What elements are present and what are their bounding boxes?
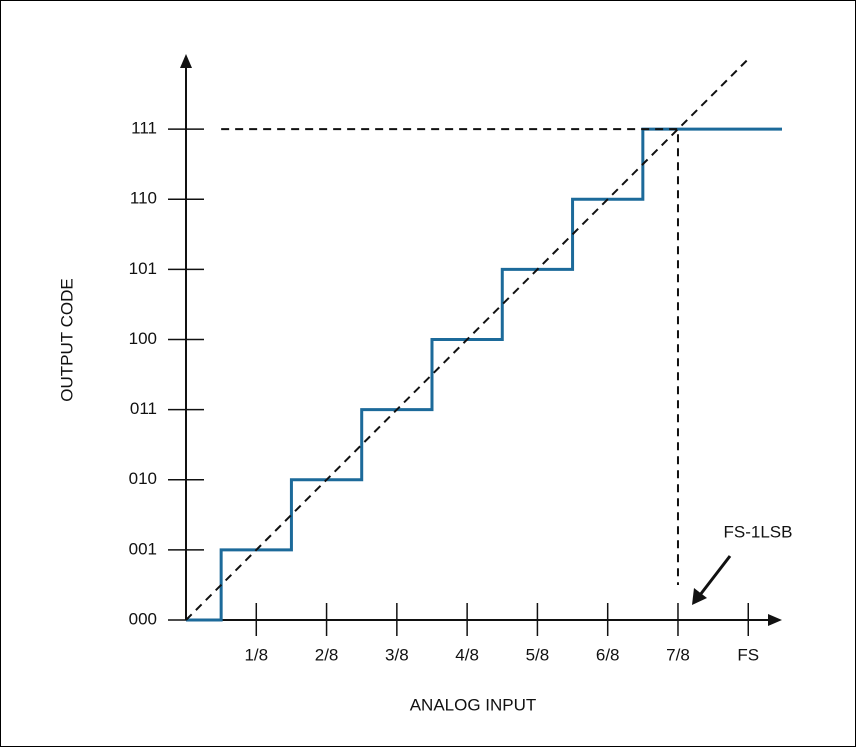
dashed-line xyxy=(185,58,749,621)
y-axis-label: OUTPUT CODE xyxy=(57,278,76,401)
x-tick-label: 4/8 xyxy=(455,645,479,664)
annotation-arrow xyxy=(698,555,732,596)
y-tick-label: 000 xyxy=(129,609,157,628)
y-tick-label: 110 xyxy=(130,189,157,208)
x-axis-arrow xyxy=(768,614,782,626)
annotation: FS-1LSB xyxy=(724,522,793,541)
x-tick-label: 6/8 xyxy=(596,645,620,664)
y-tick-label: 101 xyxy=(129,259,157,278)
x-axis-label: ANALOG INPUT xyxy=(410,695,537,714)
y-tick-label: 100 xyxy=(129,329,157,348)
dashed-line xyxy=(221,128,679,585)
x-tick-label: 5/8 xyxy=(526,645,550,664)
x-tick-label: 1/8 xyxy=(244,645,268,664)
x-tick-label: 7/8 xyxy=(666,645,690,664)
x-tick-label: FS xyxy=(737,645,759,664)
y-tick-label: 111 xyxy=(131,119,157,138)
annotation-arrowhead xyxy=(692,588,707,605)
y-tick-label: 011 xyxy=(130,399,157,418)
y-tick-label: 010 xyxy=(129,469,157,488)
y-axis-arrow xyxy=(180,54,192,68)
y-tick-label: 001 xyxy=(129,539,157,558)
x-tick-label: 2/8 xyxy=(315,645,339,664)
x-tick-label: 3/8 xyxy=(385,645,409,664)
